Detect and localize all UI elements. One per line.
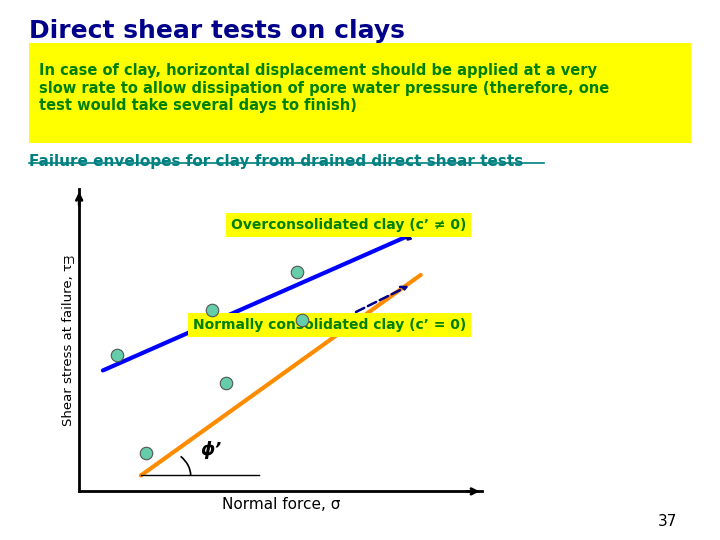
Text: Direct shear tests on clays: Direct shear tests on clays (29, 19, 405, 43)
Text: 37: 37 (657, 514, 677, 529)
Text: Overconsolidated clay (c’ ≠ 0): Overconsolidated clay (c’ ≠ 0) (231, 218, 467, 240)
Text: Failure envelopes for clay from drained direct shear tests: Failure envelopes for clay from drained … (29, 154, 523, 169)
Text: In case of clay, horizontal displacement should be applied at a very
slow rate t: In case of clay, horizontal displacement… (39, 63, 609, 113)
Y-axis label: Shear stress at failure, τᴟ: Shear stress at failure, τᴟ (60, 254, 73, 426)
Text: Failure envelopes for clay from drained direct shear tests: Failure envelopes for clay from drained … (29, 163, 523, 178)
X-axis label: Normal force, σ: Normal force, σ (222, 497, 340, 512)
Text: ϕ’: ϕ’ (200, 441, 222, 459)
Text: Normally consolidated clay (c’ = 0): Normally consolidated clay (c’ = 0) (193, 287, 467, 332)
